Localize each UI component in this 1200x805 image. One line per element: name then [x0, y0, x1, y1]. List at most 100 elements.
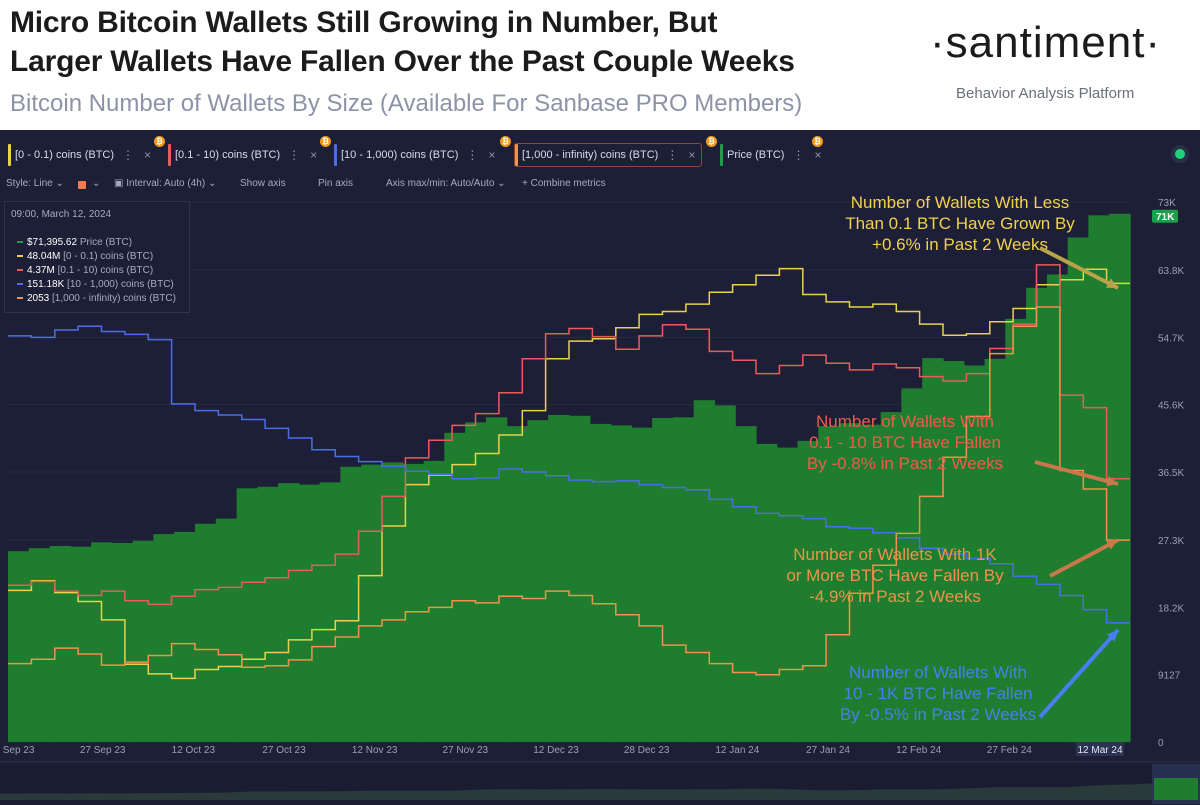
annotation-arrowhead [1106, 278, 1118, 288]
tooltip-value: 151.18K [27, 279, 65, 290]
x-tick-label: 27 Sep 23 [80, 745, 126, 756]
metric-tab-label: [0.1 - 10) coins (BTC) [175, 149, 281, 161]
y-tick-label: 73K [1158, 198, 1176, 209]
annotation-arrow [1049, 538, 1119, 578]
x-tick-label: 27 Nov 23 [443, 745, 489, 756]
y-tick-label: 45.6K [1158, 401, 1184, 412]
metric-tab-0-0.1[interactable]: [0 - 0.1) coins (BTC) ⋮ × [8, 143, 151, 167]
price-bar [839, 423, 861, 742]
close-icon[interactable]: × [144, 148, 152, 162]
price-bar [236, 488, 258, 742]
more-options-icon[interactable]: ⋮ [792, 148, 805, 162]
tooltip-row-1000-infinity: 2053 [1,000 - infinity) coins (BTC) [17, 293, 176, 304]
price-bar [1026, 287, 1048, 742]
pin-axis-toggle[interactable]: Pin axis [318, 178, 354, 189]
interval-select[interactable]: ▣ Interval: Auto (4h) ⌄ [114, 178, 217, 189]
x-tick-label: 12 Oct 23 [172, 745, 216, 756]
metric-color-swatch [720, 144, 723, 166]
line-color-picker[interactable] [78, 181, 86, 189]
price-bar [901, 388, 923, 742]
chart-canvas[interactable]: 73K 63.8K 54.7K 45.6K 36.5K 27.3K 18.2K 9127 0 71… [0, 130, 1200, 805]
price-bar [672, 417, 695, 742]
style-label: Style: Line [6, 178, 53, 189]
metric-color-swatch [334, 144, 337, 166]
close-icon[interactable]: × [688, 148, 696, 162]
annotation-text: Number of Wallets With [849, 663, 1027, 682]
close-icon[interactable]: × [310, 148, 318, 162]
close-icon[interactable]: × [488, 148, 496, 162]
price-bar [610, 425, 632, 742]
live-status-icon [1175, 149, 1185, 159]
price-bar [1109, 213, 1131, 743]
series-line [8, 325, 1130, 624]
tooltip-metric-name: [0 - 0.1) coins (BTC) [63, 251, 154, 262]
bitcoin-icon: ₿ [706, 136, 717, 147]
tooltip-value: $71,395.62 [27, 237, 78, 248]
metric-tab-0.1-10[interactable]: [0.1 - 10) coins (BTC) ⋮ × [168, 143, 317, 167]
series-line [8, 264, 1130, 606]
x-tick-label: 28 Dec 23 [624, 745, 670, 756]
chevron-down-icon[interactable]: ⌄ [92, 178, 101, 189]
price-bar [361, 464, 383, 742]
price-bar [174, 531, 196, 742]
wallet-lines [8, 264, 1130, 680]
price-bar [589, 423, 612, 742]
price-bar [1046, 274, 1069, 742]
more-options-icon[interactable]: ⋮ [466, 148, 479, 162]
price-bar [776, 447, 799, 742]
annotation-arrow [1038, 628, 1120, 719]
annotation-arrowhead [1106, 630, 1118, 642]
current-price-label: 71K [1156, 212, 1175, 223]
price-bar [91, 542, 113, 742]
more-options-icon[interactable]: ⋮ [666, 148, 679, 162]
navigator[interactable] [0, 761, 1200, 805]
x-tick-label: 12 Mar 24 [1077, 745, 1122, 756]
x-tick-label: 27 Feb 24 [987, 745, 1032, 756]
metric-tab-10-1000[interactable]: [10 - 1,000) coins (BTC) ⋮ × [334, 143, 495, 167]
price-bar [215, 518, 238, 742]
brand-tagline: Behavior Analysis Platform [956, 85, 1135, 102]
page-title-line-2: Larger Wallets Have Fallen Over the Past… [10, 45, 795, 78]
x-tick-label: 27 Jan 24 [806, 745, 850, 756]
navigator-price-shape [0, 782, 1200, 800]
price-bar [1067, 237, 1090, 742]
y-tick-label: 27.3K [1158, 536, 1184, 547]
more-options-icon[interactable]: ⋮ [122, 148, 135, 162]
axis-maxmin-label: Axis max/min: Auto/Auto [386, 178, 495, 189]
price-bar [70, 546, 92, 742]
price-bar [735, 426, 757, 742]
tooltip-value: 4.37M [27, 265, 55, 276]
x-axis: 11 Sep 23 27 Sep 23 12 Oct 23 27 Oct 23 12 N… [0, 742, 1124, 756]
legend-swatch [17, 255, 23, 258]
annotation-arrowhead [1106, 540, 1118, 550]
price-bar [527, 420, 549, 742]
price-bar [423, 460, 445, 742]
style-select[interactable]: Style: Line ⌄ [6, 178, 64, 189]
price-bar [880, 412, 903, 742]
price-bar [569, 415, 591, 742]
close-icon[interactable]: × [814, 148, 822, 162]
bitcoin-icon: ₿ [154, 136, 165, 147]
page-subtitle: Bitcoin Number of Wallets By Size (Avail… [10, 90, 803, 117]
x-crosshair-badge [1076, 742, 1124, 756]
x-tick-label: 12 Nov 23 [352, 745, 398, 756]
price-bar [111, 543, 134, 742]
price-bar [984, 358, 1006, 742]
price-bar [1005, 318, 1027, 742]
metric-tab-price[interactable]: Price (BTC) ⋮ × [720, 143, 821, 167]
price-bar [693, 400, 716, 742]
y-tick-label: 18.2K [1158, 603, 1184, 614]
price-bar [402, 463, 425, 742]
x-tick-label: 27 Oct 23 [262, 745, 306, 756]
metric-tab-1000-infinity[interactable]: [1,000 - infinity) coins (BTC) ⋮ × [514, 143, 703, 167]
annotation-arrowhead [1106, 476, 1118, 487]
more-options-icon[interactable]: ⋮ [288, 148, 301, 162]
axis-maxmin-select[interactable]: Axis max/min: Auto/Auto ⌄ [386, 178, 506, 189]
show-axis-toggle[interactable]: Show axis [240, 178, 286, 189]
price-bar [506, 426, 529, 742]
price-bar [49, 546, 71, 742]
combine-metrics-button[interactable]: + Combine metrics [522, 178, 606, 189]
series-line [8, 306, 1130, 676]
annotation-text: By -0.5% in Past 2 Weeks [840, 705, 1036, 724]
annotation-text: By -0.8% in Past 2 Weeks [807, 454, 1003, 473]
